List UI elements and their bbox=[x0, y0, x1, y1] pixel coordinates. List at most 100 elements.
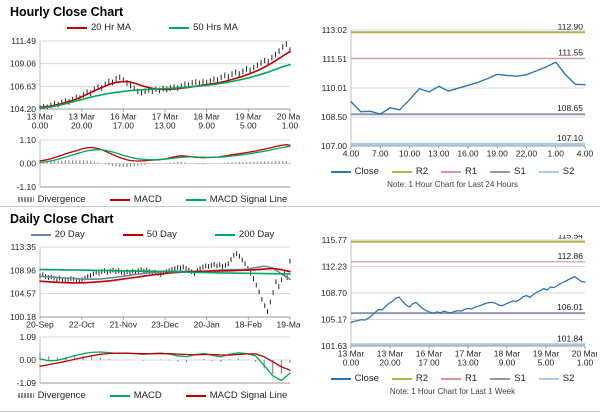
svg-text:17.00: 17.00 bbox=[418, 358, 440, 368]
svg-text:0.00: 0.00 bbox=[19, 355, 36, 365]
svg-text:7.00: 7.00 bbox=[372, 149, 389, 159]
svg-text:113.02: 113.02 bbox=[322, 25, 348, 35]
line-swatch bbox=[185, 198, 206, 201]
legend-item-macd: MACD bbox=[109, 390, 162, 401]
svg-text:0.00: 0.00 bbox=[32, 121, 49, 131]
svg-text:18 Mar: 18 Mar bbox=[494, 349, 521, 359]
bar-swatch bbox=[17, 393, 34, 398]
svg-text:106.63: 106.63 bbox=[10, 81, 36, 91]
legend-label: 50 Day bbox=[146, 229, 177, 240]
legend-item-20-hr-ma: 20 Hr MA bbox=[67, 22, 131, 33]
legend-label: R1 bbox=[465, 166, 478, 177]
svg-text:16 Mar: 16 Mar bbox=[110, 112, 137, 122]
svg-text:13 Mar: 13 Mar bbox=[338, 349, 365, 359]
svg-text:111.49: 111.49 bbox=[11, 36, 36, 46]
svg-text:17 Mar: 17 Mar bbox=[455, 349, 482, 359]
svg-text:107.00: 107.00 bbox=[321, 141, 347, 151]
svg-text:105.17: 105.17 bbox=[321, 314, 347, 324]
daily-macd-chart: 1.09 0.00 -1.09 bbox=[17, 332, 291, 388]
svg-text:13 Mar: 13 Mar bbox=[27, 112, 54, 122]
svg-text:107.10: 107.10 bbox=[557, 133, 583, 143]
legend-label: S1 bbox=[514, 166, 526, 177]
svg-text:112.90: 112.90 bbox=[558, 24, 584, 31]
bottom-divider bbox=[0, 411, 600, 412]
daily-chart-title: Daily Close Chart bbox=[10, 212, 114, 226]
legend-label: S2 bbox=[562, 166, 575, 177]
svg-text:18 Mar: 18 Mar bbox=[193, 112, 220, 122]
legend-label: Divergence bbox=[37, 390, 86, 401]
svg-text:100.18: 100.18 bbox=[10, 312, 36, 322]
svg-text:20-Jan: 20-Jan bbox=[194, 320, 220, 330]
svg-text:108.96: 108.96 bbox=[10, 265, 36, 275]
legend-item-s2: S2 bbox=[538, 373, 574, 384]
svg-text:5.00: 5.00 bbox=[240, 121, 257, 131]
svg-text:13.00: 13.00 bbox=[428, 149, 450, 159]
svg-text:20 Mar: 20 Mar bbox=[572, 349, 597, 359]
legend-item-s2: S2 bbox=[538, 166, 575, 177]
svg-text:9.00: 9.00 bbox=[499, 358, 516, 368]
svg-text:13 Mar: 13 Mar bbox=[68, 112, 95, 122]
line-swatch bbox=[441, 170, 462, 173]
legend-label: R1 bbox=[465, 373, 478, 384]
line-swatch bbox=[490, 377, 511, 380]
svg-text:19.00: 19.00 bbox=[487, 149, 509, 159]
hourly-pivot-legend: Close R2 R1 S1 S2 bbox=[305, 164, 600, 179]
svg-text:13 Mar: 13 Mar bbox=[377, 349, 404, 359]
legend-label: Close bbox=[354, 373, 379, 384]
legend-item-50-day: 50 Day bbox=[122, 229, 177, 240]
legend-label: 200 Day bbox=[238, 229, 275, 240]
legend-item-r2: R2 bbox=[391, 166, 429, 177]
legend-label: R2 bbox=[415, 373, 429, 384]
line-swatch bbox=[330, 377, 351, 380]
legend-item-r2: R2 bbox=[391, 373, 429, 384]
legend-label: Close bbox=[354, 166, 379, 177]
line-swatch bbox=[441, 377, 462, 380]
svg-text:101.84: 101.84 bbox=[557, 333, 583, 343]
svg-text:115.54: 115.54 bbox=[558, 235, 584, 241]
svg-text:1.10: 1.10 bbox=[19, 135, 36, 145]
daily-section: Daily Close Chart 20 Day 50 Day 200 Day 11… bbox=[0, 207, 305, 411]
weekly-pivot-section: 115.77 112.23 108.70 105.17 101.63 13 Mar 0.00… bbox=[305, 207, 600, 411]
hourly-pivot-note: Note: 1 Hour Chart for Last 24 Hours bbox=[387, 180, 518, 189]
svg-text:106.01: 106.01 bbox=[557, 302, 583, 312]
legend-label: R2 bbox=[415, 166, 429, 177]
svg-text:16 Mar: 16 Mar bbox=[416, 349, 443, 359]
svg-text:19 Mar: 19 Mar bbox=[235, 112, 262, 122]
svg-text:20.00: 20.00 bbox=[379, 358, 401, 368]
line-swatch bbox=[391, 377, 412, 380]
legend-item-r1: R1 bbox=[441, 373, 477, 384]
line-swatch bbox=[185, 394, 206, 397]
svg-text:9.00: 9.00 bbox=[198, 121, 215, 131]
svg-text:-1.10: -1.10 bbox=[17, 182, 37, 192]
svg-text:20 Mar: 20 Mar bbox=[277, 112, 300, 122]
line-swatch bbox=[109, 394, 130, 397]
svg-text:111.55: 111.55 bbox=[558, 47, 583, 57]
svg-text:0.00: 0.00 bbox=[343, 358, 360, 368]
svg-text:112.23: 112.23 bbox=[322, 262, 348, 272]
legend-label: MACD bbox=[133, 390, 162, 401]
section-divider bbox=[0, 206, 600, 207]
svg-text:13.00: 13.00 bbox=[154, 121, 176, 131]
legend-item-s1: S1 bbox=[490, 166, 526, 177]
svg-text:20-Sep: 20-Sep bbox=[26, 320, 54, 330]
svg-text:17.00: 17.00 bbox=[113, 121, 135, 131]
legend-item-close: Close bbox=[330, 373, 379, 384]
svg-text:113.35: 113.35 bbox=[11, 242, 37, 252]
line-swatch bbox=[538, 377, 559, 380]
legend-item-macd: MACD bbox=[109, 194, 162, 205]
svg-text:-1.09: -1.09 bbox=[17, 378, 37, 388]
svg-text:111.51: 111.51 bbox=[322, 54, 347, 64]
svg-text:18-Feb: 18-Feb bbox=[235, 320, 262, 330]
svg-text:21-Nov: 21-Nov bbox=[110, 320, 138, 330]
svg-text:22-Oct: 22-Oct bbox=[69, 320, 95, 330]
line-swatch bbox=[490, 170, 511, 173]
svg-text:108.50: 108.50 bbox=[321, 112, 347, 122]
svg-text:1.00: 1.00 bbox=[547, 149, 564, 159]
svg-text:1.00: 1.00 bbox=[577, 358, 594, 368]
line-swatch bbox=[538, 170, 559, 173]
daily-macd-legend: Divergence MACD MACD Signal Line bbox=[0, 388, 305, 403]
